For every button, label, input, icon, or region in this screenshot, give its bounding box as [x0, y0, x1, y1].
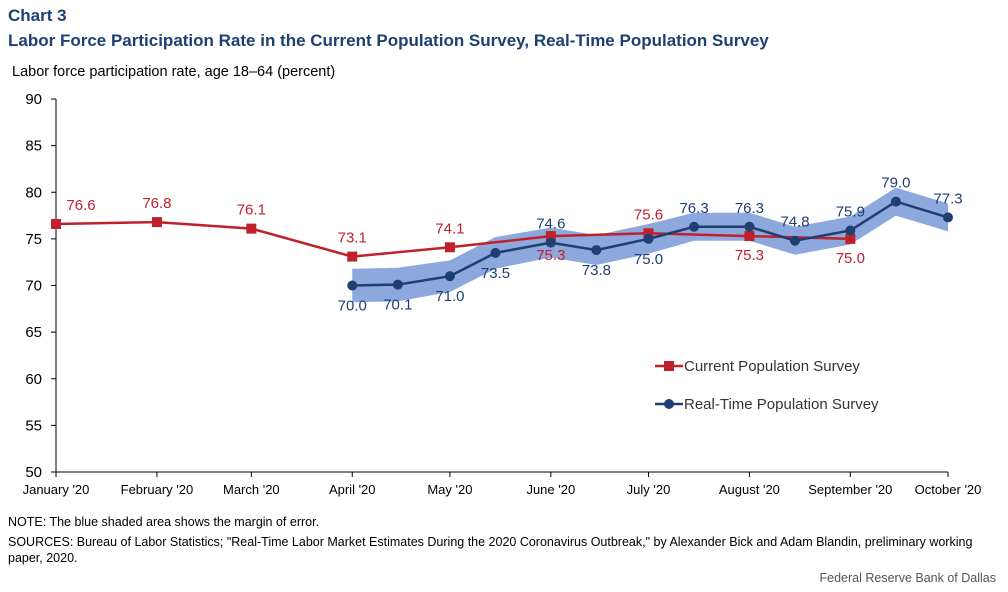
x-tick-label: June '20	[526, 482, 575, 497]
rps-data-label: 75.0	[634, 251, 663, 268]
y-tick-label: 65	[25, 324, 42, 341]
cps-data-label: 75.3	[536, 247, 565, 264]
cps-data-label: 76.1	[237, 202, 266, 219]
cps-marker	[643, 228, 654, 239]
legend-cps-label: Current Population Survey	[684, 358, 860, 375]
rps-data-label: 75.9	[836, 203, 865, 220]
rps-data-label: 73.5	[481, 265, 510, 282]
rps-data-label: 77.3	[933, 190, 962, 207]
sources-text: SOURCES: Bureau of Labor Statistics; "Re…	[8, 535, 973, 565]
margin-of-error-band	[352, 187, 948, 303]
x-tick-label: July '20	[627, 482, 671, 497]
cps-data-label: 73.1	[338, 230, 367, 247]
y-tick-label: 80	[25, 184, 42, 201]
rps-marker	[392, 279, 403, 290]
cps-marker	[347, 251, 358, 262]
cps-data-label: 75.6	[634, 206, 663, 223]
x-tick-label: May '20	[427, 482, 472, 497]
rps-data-label: 74.6	[536, 216, 565, 233]
cps-data-label: 76.8	[142, 195, 171, 212]
cps-marker	[246, 223, 257, 234]
x-tick-label: January '20	[23, 482, 90, 497]
cps-marker	[151, 217, 162, 228]
y-tick-label: 90	[25, 91, 42, 108]
legend-rps-marker	[664, 399, 674, 409]
rps-data-label: 73.8	[582, 262, 611, 279]
y-tick-label: 60	[25, 371, 42, 388]
y-tick-label: 50	[25, 464, 42, 481]
cps-marker	[51, 218, 61, 229]
rps-marker	[490, 247, 501, 258]
rps-marker	[545, 237, 556, 248]
x-tick-label: February '20	[121, 482, 194, 497]
rps-data-label: 74.8	[780, 214, 809, 231]
y-tick-label: 75	[25, 231, 42, 248]
rps-data-label: 71.0	[435, 288, 464, 305]
cps-data-label: 75.3	[735, 247, 764, 264]
line-chart: 50 55 60 65 70 75 80 85 90 January '20 February '2…	[23, 91, 982, 497]
rps-data-label: 76.3	[679, 200, 708, 217]
rps-data-label: 70.0	[338, 298, 367, 315]
rps-data-label: 79.0	[881, 175, 910, 192]
y-tick-label: 55	[25, 417, 42, 434]
rps-marker	[744, 221, 755, 232]
rps-data-label: 70.1	[383, 297, 412, 314]
rps-marker	[789, 235, 800, 246]
cps-data-label: 76.6	[66, 197, 95, 214]
legend-rps-label: Real-Time Population Survey	[684, 396, 879, 413]
y-tick-label: 85	[25, 138, 42, 155]
y-axis-title: Labor force participation rate, age 18–6…	[12, 64, 336, 80]
cps-marker	[845, 233, 856, 244]
rps-marker	[591, 245, 602, 256]
rps-marker	[347, 280, 358, 291]
x-tick-label: April '20	[329, 482, 376, 497]
rps-marker	[643, 233, 654, 244]
chart-number: Chart 3	[8, 6, 67, 25]
legend-cps-marker	[664, 361, 674, 371]
credit-text: Federal Reserve Bank of Dallas	[819, 571, 996, 585]
rps-data-label: 76.3	[735, 200, 764, 217]
note-text: NOTE: The blue shaded area shows the mar…	[8, 515, 320, 529]
cps-marker	[444, 242, 455, 253]
x-tick-label: September '20	[808, 482, 892, 497]
rps-marker	[845, 225, 856, 236]
cps-marker	[545, 231, 556, 242]
cps-data-label: 74.1	[435, 220, 464, 237]
rps-marker	[890, 196, 901, 207]
cps-data-label: 75.0	[836, 250, 865, 267]
y-tick-label: 70	[25, 278, 42, 295]
x-tick-label: August '20	[719, 482, 780, 497]
rps-marker	[943, 212, 953, 223]
rps-marker	[444, 271, 455, 282]
rps-marker	[689, 221, 700, 232]
chart-title: Labor Force Participation Rate in the Cu…	[8, 31, 769, 50]
cps-marker	[744, 231, 755, 242]
x-tick-label: October '20	[915, 482, 982, 497]
x-tick-label: March '20	[223, 482, 280, 497]
